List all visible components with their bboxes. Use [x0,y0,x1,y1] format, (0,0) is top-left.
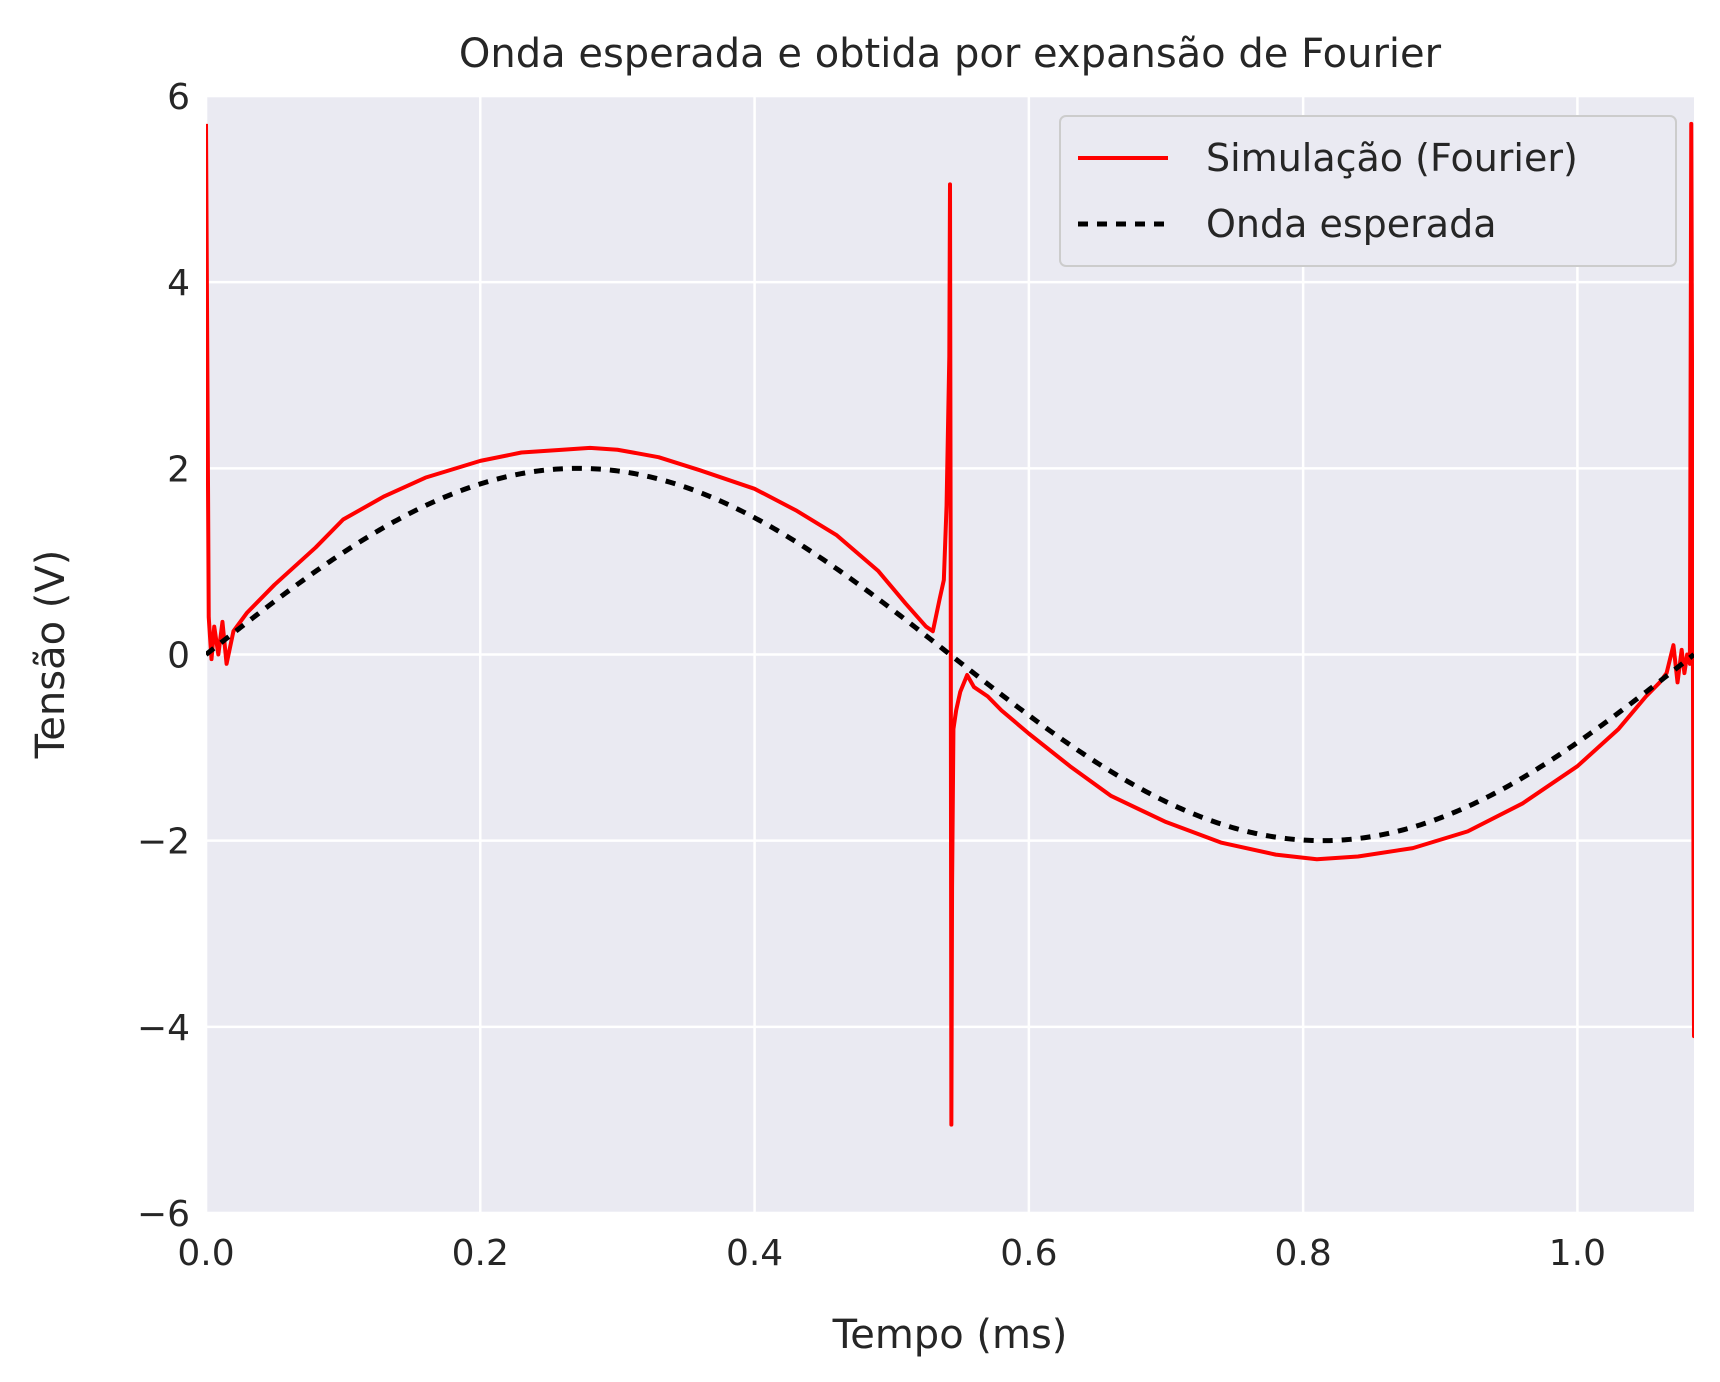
chart-title: Onda esperada e obtida por expansão de F… [459,31,1442,77]
y-tick-label: 0 [167,636,190,677]
x-tick-label: 0.6 [1000,1233,1057,1274]
legend: Simulação (Fourier) Onda esperada [1059,115,1677,267]
x-tick-label: 0.2 [452,1233,509,1274]
y-tick-label: 6 [167,77,190,118]
y-tick-label: 2 [167,449,190,490]
series-layer [206,121,1694,1127]
y-tick-label: −2 [137,822,190,863]
y-tick-label: 4 [167,263,190,304]
x-tick-labels: 0.0 0.2 0.4 0.6 0.8 1.0 [177,1233,1606,1274]
x-tick-label: 0.0 [177,1233,234,1274]
series-line-simulacao [206,121,1694,1127]
x-axis-label: Tempo (ms) [832,1312,1068,1358]
y-tick-label: −4 [137,1008,190,1049]
y-tick-labels: −6 −4 −2 0 2 4 6 [137,77,190,1235]
x-tick-label: 1.0 [1549,1233,1606,1274]
x-tick-label: 0.4 [726,1233,783,1274]
legend-label-simulacao: Simulação (Fourier) [1206,136,1578,180]
y-axis-label: Tensão (V) [28,550,74,760]
y-tick-label: −6 [137,1194,190,1235]
x-tick-label: 0.8 [1275,1233,1332,1274]
legend-label-esperada: Onda esperada [1206,202,1496,246]
legend-box [1059,115,1677,267]
